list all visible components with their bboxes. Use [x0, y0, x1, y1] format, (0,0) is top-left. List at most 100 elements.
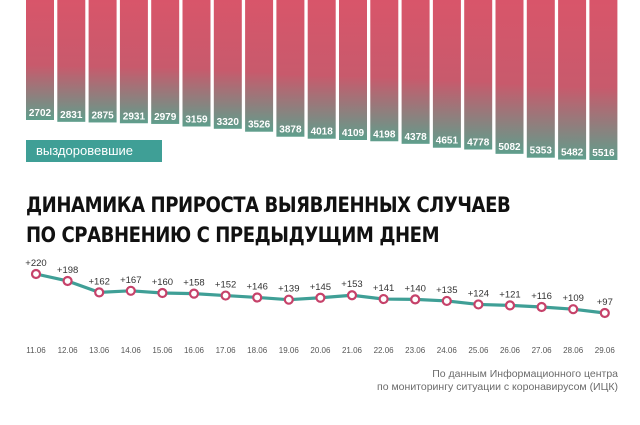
- bar-26.06: [495, 0, 524, 154]
- point-value-label: +153: [341, 279, 362, 290]
- point-23.06: [410, 294, 421, 305]
- bar-13.06: [88, 0, 117, 123]
- bar-value-label: 4018: [311, 127, 334, 138]
- point-value-label: +124: [468, 288, 489, 299]
- point-13.06: [94, 287, 105, 298]
- point-value-label: +167: [120, 275, 141, 286]
- point-value-label: +146: [246, 281, 267, 292]
- point-22.06: [378, 293, 389, 305]
- point-value-label: +135: [436, 285, 457, 296]
- x-tick-label: 12.06: [58, 346, 79, 355]
- bar-value-label: 2931: [123, 111, 146, 122]
- bar-14.06: [119, 0, 148, 124]
- point-17.06: [220, 290, 231, 301]
- point-value-label: +198: [57, 265, 78, 276]
- point-value-label: +139: [278, 284, 299, 295]
- x-tick-label: 18.06: [247, 346, 268, 355]
- x-tick-label: 19.06: [279, 346, 300, 355]
- point-25.06: [473, 299, 484, 310]
- point-value-label: +121: [499, 289, 520, 300]
- bar-value-label: 2831: [60, 110, 83, 121]
- bar-21.06: [339, 0, 367, 140]
- legend-recovered: выздоровевшие: [26, 140, 162, 162]
- bar-18.06: [245, 0, 274, 132]
- bar-value-label: 2979: [154, 112, 177, 123]
- source-line-1: По данным Информационного центра: [432, 368, 618, 380]
- x-tick-label: 28.06: [563, 346, 584, 355]
- x-tick-label: 11.06: [26, 346, 46, 355]
- point-value-label: +145: [310, 282, 331, 293]
- bar-15.06: [151, 0, 180, 124]
- bar-value-label: 2875: [91, 110, 114, 121]
- x-tick-label: 20.06: [310, 346, 331, 355]
- point-value-label: +220: [25, 258, 46, 269]
- point-14.06: [125, 285, 136, 296]
- point-value-label: +140: [404, 283, 425, 294]
- bar-28.06: [558, 0, 587, 160]
- point-value-label: +152: [215, 280, 236, 291]
- bar-29.06: [589, 0, 618, 160]
- title-line-1: Динамика прироста выявленных случаев: [26, 193, 511, 217]
- bar-value-label: 4198: [373, 129, 396, 140]
- point-24.06: [441, 295, 452, 307]
- x-tick-label: 21.06: [342, 346, 363, 355]
- x-tick-label: 23.06: [405, 346, 426, 355]
- bar-value-label: 3159: [185, 114, 208, 125]
- bar-value-label: 3320: [217, 117, 240, 128]
- point-26.06: [504, 300, 516, 311]
- bar-23.06: [401, 0, 430, 144]
- bar-value-label: 2702: [29, 108, 52, 119]
- recovered-bar-chart: 2702 2831 2875 2931 2979 3159 3320 3526 3878 4018…: [26, 0, 618, 160]
- point-12.06: [62, 275, 73, 287]
- bar-value-label: 5082: [498, 142, 521, 153]
- point-19.06: [283, 294, 294, 305]
- x-tick-label: 29.06: [595, 346, 616, 355]
- bar-24.06: [432, 0, 461, 148]
- point-value-label: +97: [597, 297, 613, 308]
- point-21.06: [346, 290, 358, 301]
- point-11.06: [30, 268, 42, 280]
- bar-20.06: [307, 0, 336, 139]
- bar-17.06: [213, 0, 242, 129]
- source-line-2: по мониторингу ситуации с коронавирусом …: [377, 381, 618, 393]
- bar-value-label: 5353: [530, 146, 553, 157]
- bar-11.06: [26, 0, 54, 120]
- point-15.06: [157, 287, 168, 299]
- point-value-label: +141: [373, 283, 394, 294]
- bar-value-label: 5482: [561, 148, 584, 159]
- point-20.06: [315, 292, 326, 303]
- point-value-label: +158: [183, 278, 204, 289]
- daily-increase-line-chart: +220 11.06 +198 12.06 +162 13.06 +167 14.06 +160…: [25, 258, 616, 355]
- point-16.06: [188, 288, 200, 299]
- point-value-label: +160: [152, 277, 173, 288]
- bar-22.06: [370, 0, 399, 142]
- bar-value-label: 4109: [342, 128, 365, 139]
- bar-value-label: 4778: [467, 138, 490, 149]
- title-line-2: по сравнению с предыдущим днем: [26, 223, 440, 247]
- bar-16.06: [182, 0, 211, 127]
- x-tick-label: 16.06: [184, 346, 205, 355]
- bar-value-label: 5516: [592, 148, 615, 159]
- point-29.06: [599, 307, 610, 319]
- bar-value-label: 4378: [404, 132, 427, 143]
- x-tick-label: 14.06: [121, 346, 142, 355]
- point-28.06: [568, 304, 579, 315]
- point-value-label: +116: [531, 291, 552, 302]
- point-18.06: [252, 292, 263, 303]
- bar-19.06: [276, 0, 305, 137]
- bar-value-label: 3526: [248, 120, 271, 131]
- bar-27.06: [526, 0, 555, 158]
- source-note: По данным Информационного центра по мони…: [377, 368, 618, 394]
- point-27.06: [536, 301, 547, 313]
- x-tick-label: 26.06: [500, 346, 521, 355]
- x-tick-label: 13.06: [89, 346, 110, 355]
- x-tick-label: 17.06: [216, 346, 237, 355]
- bar-value-label: 3878: [279, 125, 302, 136]
- x-tick-label: 22.06: [374, 346, 395, 355]
- point-value-label: +109: [562, 293, 583, 304]
- x-tick-label: 27.06: [532, 346, 553, 355]
- point-value-label: +162: [88, 276, 109, 287]
- x-tick-label: 24.06: [437, 346, 458, 355]
- bar-12.06: [57, 0, 86, 122]
- bar-value-label: 4651: [436, 136, 459, 147]
